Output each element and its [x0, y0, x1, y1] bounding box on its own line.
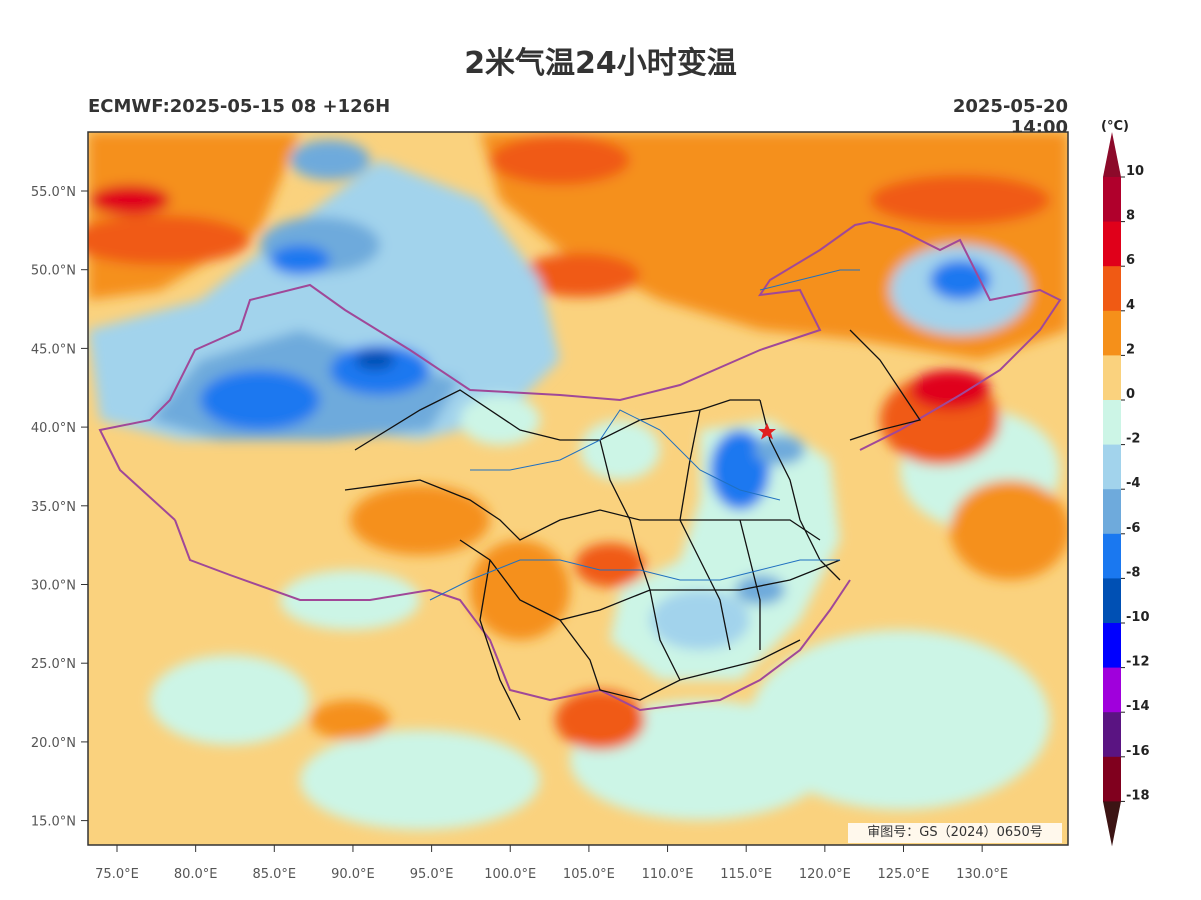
lon-tick-label: 100.0°E [484, 867, 536, 882]
colorbar-segment [1103, 623, 1121, 669]
colorbar-tick-label: 6 [1126, 253, 1135, 268]
colorbar-tick-label: 2 [1126, 342, 1135, 357]
colorbar-bottom-arrow [1103, 801, 1121, 847]
colorbar-segment [1103, 667, 1121, 713]
colorbar-tick-label: 10 [1126, 164, 1144, 179]
colorbar-tick-label: -6 [1126, 521, 1140, 536]
lat-tick-label: 50.0°N [31, 264, 76, 279]
colorbar-tick-label: -10 [1126, 610, 1150, 625]
colorbar-segment [1103, 578, 1121, 624]
lat-tick-label: 15.0°N [31, 815, 76, 830]
colorbar-segment [1103, 489, 1121, 535]
temperature-field [88, 132, 1068, 845]
colorbar-tick-label: -8 [1126, 565, 1140, 580]
rivers [429, 269, 860, 601]
lon-tick-label: 110.0°E [642, 867, 694, 882]
provincial-boundaries [344, 329, 922, 721]
colorbar-tick-label: -16 [1126, 744, 1150, 759]
lon-tick-label: 85.0°E [252, 867, 296, 882]
colorbar-unit: (°C) [1101, 119, 1129, 134]
lon-tick-label: 130.0°E [956, 867, 1008, 882]
lon-tick-label: 115.0°E [720, 867, 772, 882]
lon-tick-label: 80.0°E [174, 867, 218, 882]
colorbar-tick-label: 0 [1126, 387, 1135, 402]
colorbar-tick-label: -18 [1126, 788, 1150, 803]
colorbar: (°C) 10 8 6 4 2 0 -2 -4 -6 -8 -10 -12 -14 -16 -18 [1101, 119, 1150, 847]
beijing-star-marker [758, 423, 776, 440]
map-frame [87, 131, 1069, 846]
lat-tick-label: 25.0°N [31, 657, 76, 672]
colorbar-segment [1103, 756, 1121, 802]
colorbar-segment [1103, 400, 1121, 446]
lat-tick-label: 55.0°N [31, 185, 76, 200]
lon-tick-label: 120.0°E [799, 867, 851, 882]
colorbar-segment [1103, 712, 1121, 758]
colorbar-segment [1103, 444, 1121, 490]
lat-tick-label: 45.0°N [31, 342, 76, 357]
national-boundary [98, 220, 1062, 712]
colorbar-tick-label: -4 [1126, 476, 1140, 491]
colorbar-segment [1103, 533, 1121, 579]
colorbar-segment [1103, 310, 1121, 356]
map-title: 2米气温24小时变温 [464, 46, 737, 81]
longitude-axis: 75.0°E 80.0°E 85.0°E 90.0°E 95.0°E 100.0°E 105… [95, 845, 1008, 882]
lon-tick-label: 105.0°E [563, 867, 615, 882]
colorbar-segment [1103, 177, 1121, 223]
latitude-axis: 55.0°N 50.0°N 45.0°N 40.0°N 35.0°N 30.0°N 25.0… [31, 185, 88, 830]
colorbar-segment [1103, 266, 1121, 312]
colorbar-segment [1103, 355, 1121, 401]
lat-tick-label: 40.0°N [31, 421, 76, 436]
model-run-label: ECMWF:2025-05-15 08 +126H [88, 96, 391, 117]
lon-tick-label: 125.0°E [878, 867, 930, 882]
colorbar-tick-label: 8 [1126, 209, 1135, 224]
colorbar-top-arrow [1103, 132, 1121, 177]
colorbar-tick-label: 4 [1126, 298, 1135, 313]
colorbar-tick-label: -14 [1126, 699, 1150, 714]
map-approval-number: 审图号：GS（2024）0650号 [848, 823, 1062, 843]
lat-tick-label: 20.0°N [31, 736, 76, 751]
lat-tick-label: 35.0°N [31, 500, 76, 515]
colorbar-tick-label: -12 [1126, 655, 1150, 670]
lon-tick-label: 95.0°E [410, 867, 454, 882]
lon-tick-label: 90.0°E [331, 867, 375, 882]
colorbar-tick-label: -2 [1126, 432, 1140, 447]
colorbar-segment [1103, 221, 1121, 267]
lat-tick-label: 30.0°N [31, 579, 76, 594]
lon-tick-label: 75.0°E [95, 867, 139, 882]
